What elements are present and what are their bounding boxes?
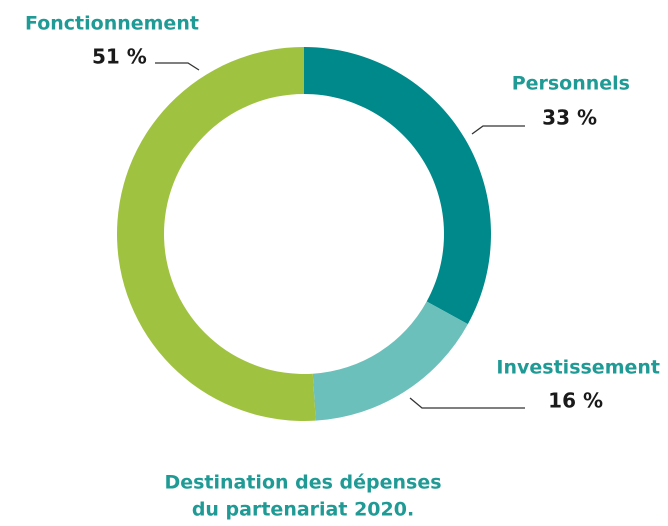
value-label: 16 %: [548, 389, 603, 413]
category-label: Investissement: [496, 357, 660, 379]
value-label: 51 %: [92, 45, 147, 69]
donut-segment: [116, 47, 316, 421]
category-label: Personnels: [512, 73, 630, 95]
value-label: 33 %: [542, 106, 597, 130]
leader-line: [471, 125, 525, 135]
chart-title: du partenariat 2020.: [192, 499, 414, 521]
category-label: Fonctionnement: [25, 13, 199, 35]
chart-title: Destination des dépenses: [164, 472, 441, 494]
donut-segment: [304, 47, 491, 325]
donut-segment: [312, 301, 468, 421]
leader-line: [155, 62, 200, 71]
leader-line: [409, 397, 525, 409]
